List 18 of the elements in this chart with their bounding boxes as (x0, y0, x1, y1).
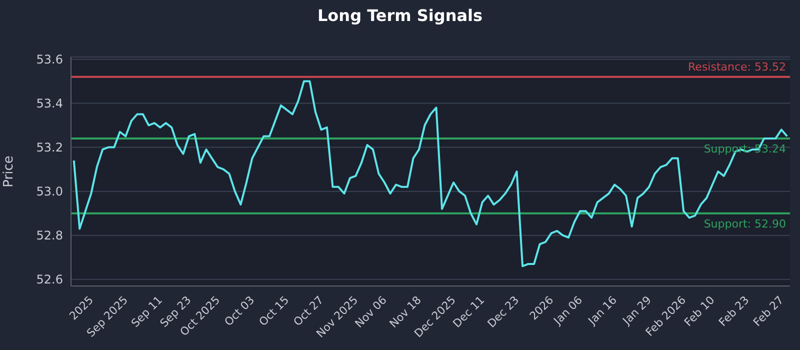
x-tick-label: Feb 27 (750, 294, 786, 329)
y-tick-label: 53.6 (36, 52, 63, 66)
y-tick-label: 52.8 (36, 228, 63, 243)
y-tick-label: 53.0 (36, 184, 63, 199)
ref-line-label: Support: 53.24 (704, 142, 786, 156)
y-tick-label: 53.2 (36, 140, 63, 155)
line-series (72, 80, 788, 268)
ref-line-label: Support: 52.90 (704, 217, 786, 230)
x-tick-label: Dec 23 (485, 294, 522, 330)
chart-title: Long Term Signals (316, 6, 484, 25)
y-tick-label: 53.4 (36, 96, 63, 110)
x-tick-label: Feb 23 (716, 294, 752, 329)
x-tick-label: Jan 16 (585, 294, 620, 328)
x-tick-label: Oct 03 (222, 294, 258, 329)
y-tick-label: 52.6 (36, 272, 63, 287)
ref-line-label: Resistance: 53.52 (688, 60, 786, 74)
y-axis-title: Price (2, 156, 17, 188)
x-tick-label: Oct 15 (256, 294, 292, 329)
